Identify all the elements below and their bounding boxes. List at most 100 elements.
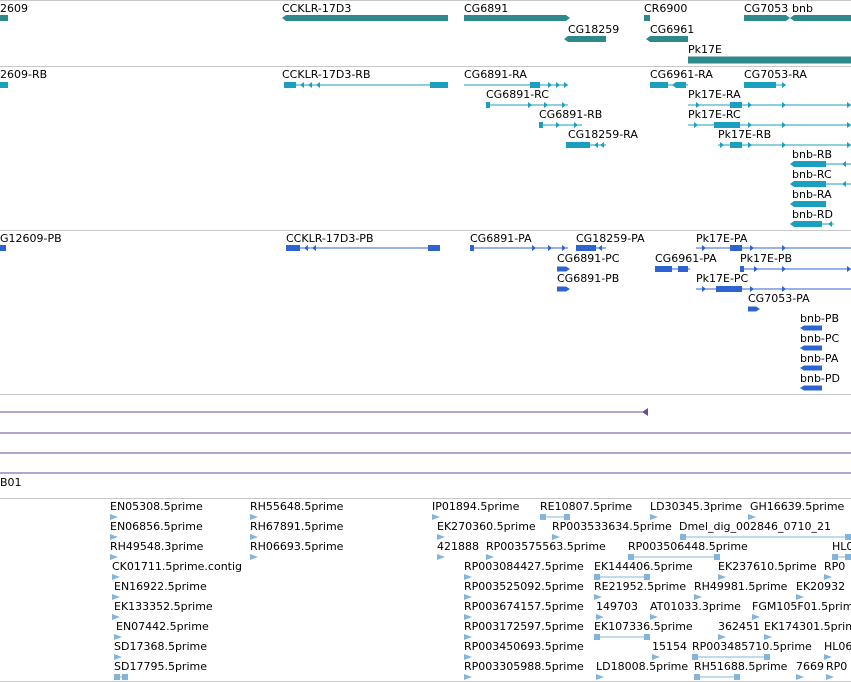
transcript-label[interactable]: CG6891-RA — [464, 68, 527, 81]
est-label[interactable]: 421888 — [437, 540, 479, 553]
protein-feature[interactable] — [748, 306, 760, 312]
est-label[interactable]: RP003533634.5prime — [552, 520, 672, 533]
transcript-label[interactable]: CG6891-RC — [486, 88, 549, 101]
est-label[interactable]: EK237610.5prime — [718, 560, 817, 573]
est-label[interactable]: EN16922.5prime — [114, 580, 207, 593]
misc-track-label[interactable]: B01 — [0, 476, 22, 489]
gene-label[interactable]: Pk17E — [688, 43, 722, 56]
protein-feature[interactable] — [696, 245, 851, 251]
gene-label[interactable]: bnb — [792, 2, 813, 15]
protein-label[interactable]: CG6891-PB — [557, 272, 620, 285]
est-feature[interactable] — [250, 554, 258, 560]
est-label[interactable]: RP003450693.5prime — [464, 640, 584, 653]
est-label[interactable]: SD17795.5prime — [114, 660, 207, 673]
transcript-feature[interactable] — [826, 161, 851, 167]
est-feature[interactable] — [824, 574, 832, 580]
gene-label[interactable]: CR6900 — [644, 2, 688, 15]
est-feature[interactable] — [464, 614, 472, 620]
est-feature[interactable] — [464, 574, 472, 580]
est-feature[interactable] — [250, 514, 258, 520]
transcript-feature[interactable] — [650, 82, 688, 88]
protein-label[interactable]: G12609-PB — [0, 232, 62, 245]
transcript-feature[interactable] — [822, 221, 834, 227]
est-feature[interactable] — [540, 514, 570, 520]
est-feature[interactable] — [250, 534, 258, 540]
protein-label[interactable]: CG18259-PA — [576, 232, 645, 245]
protein-label[interactable]: Pk17E-PB — [740, 252, 793, 265]
gene-feature[interactable] — [564, 36, 606, 42]
protein-feature[interactable] — [286, 245, 440, 251]
gene-label[interactable]: CG7053 — [744, 2, 789, 15]
transcript-feature[interactable] — [486, 102, 568, 108]
est-label[interactable]: RP003674157.5prime — [464, 600, 584, 613]
transcript-label[interactable]: 2609-RB — [0, 68, 48, 81]
est-feature[interactable] — [680, 534, 851, 540]
est-label[interactable]: RP003525092.5prime — [464, 580, 584, 593]
transcript-label[interactable]: CG7053-RA — [744, 68, 807, 81]
est-label[interactable]: EN05308.5prime — [110, 500, 203, 513]
est-label[interactable]: RP003084427.5prime — [464, 560, 584, 573]
protein-label[interactable]: CCKLR-17D3-PB — [286, 232, 374, 245]
protein-label[interactable]: bnb-PC — [800, 332, 840, 345]
est-feature[interactable] — [437, 554, 445, 560]
est-feature[interactable] — [110, 534, 118, 540]
est-feature[interactable] — [826, 674, 834, 680]
est-label[interactable]: RP003506448.5prime — [628, 540, 748, 553]
gene-feature[interactable] — [790, 15, 851, 21]
est-feature[interactable] — [650, 514, 658, 520]
est-feature[interactable] — [437, 534, 445, 540]
est-label[interactable]: EK144406.5prime — [594, 560, 693, 573]
est-label[interactable]: RH51688.5prime — [694, 660, 788, 673]
transcript-feature[interactable] — [744, 82, 786, 88]
est-feature[interactable] — [694, 674, 740, 680]
est-feature[interactable] — [718, 634, 726, 640]
est-feature[interactable] — [596, 674, 604, 680]
est-label[interactable]: 362451 — [718, 620, 760, 633]
gene-feature[interactable] — [0, 15, 8, 21]
est-label[interactable]: RH55648.5prime — [250, 500, 344, 513]
est-feature[interactable] — [112, 574, 120, 580]
est-feature[interactable] — [114, 654, 122, 660]
transcript-feature[interactable] — [790, 201, 826, 207]
gene-label[interactable]: 2609 — [0, 2, 28, 15]
est-feature[interactable] — [650, 614, 658, 620]
est-feature[interactable] — [464, 634, 472, 640]
protein-feature[interactable] — [576, 245, 606, 251]
transcript-feature[interactable] — [790, 221, 822, 227]
transcript-feature[interactable] — [284, 82, 448, 88]
protein-feature[interactable] — [557, 266, 570, 272]
gene-feature[interactable] — [646, 36, 688, 42]
transcript-label[interactable]: CG18259-RA — [568, 128, 638, 141]
protein-feature[interactable] — [557, 286, 570, 292]
est-feature[interactable] — [594, 574, 650, 580]
est-label[interactable]: RP003485710.5prime — [692, 640, 812, 653]
transcript-feature[interactable] — [539, 122, 582, 128]
est-label[interactable]: 7669 — [796, 660, 824, 673]
est-feature[interactable] — [652, 654, 660, 660]
est-label[interactable]: EK20932 — [796, 580, 846, 593]
est-label[interactable]: AT01033.3prime — [650, 600, 741, 613]
gene-feature[interactable] — [282, 15, 448, 21]
transcript-label[interactable]: bnb-RB — [792, 148, 833, 161]
est-label[interactable]: CK01711.5prime.contig — [112, 560, 243, 573]
est-feature[interactable] — [692, 654, 770, 660]
est-label[interactable]: EK270360.5prime — [437, 520, 536, 533]
protein-label[interactable]: Pk17E-PC — [696, 272, 749, 285]
gene-label[interactable]: CG6961 — [650, 23, 695, 36]
transcript-feature[interactable] — [790, 161, 826, 167]
est-feature[interactable] — [796, 674, 804, 680]
gene-label[interactable]: CG6891 — [464, 2, 509, 15]
transcript-feature[interactable] — [0, 82, 8, 88]
est-feature[interactable] — [432, 514, 440, 520]
transcript-label[interactable]: CCKLR-17D3-RB — [282, 68, 371, 81]
transcript-label[interactable]: Pk17E-RA — [688, 88, 741, 101]
est-feature[interactable] — [464, 674, 472, 680]
est-label[interactable]: RP003305988.5prime — [464, 660, 584, 673]
gene-feature[interactable] — [744, 15, 790, 21]
est-feature[interactable] — [464, 594, 472, 600]
protein-feature[interactable] — [655, 266, 690, 272]
est-label[interactable]: RP003172597.5prime — [464, 620, 584, 633]
protein-feature[interactable] — [800, 325, 822, 331]
est-feature[interactable] — [796, 594, 804, 600]
transcript-feature[interactable] — [464, 82, 568, 88]
